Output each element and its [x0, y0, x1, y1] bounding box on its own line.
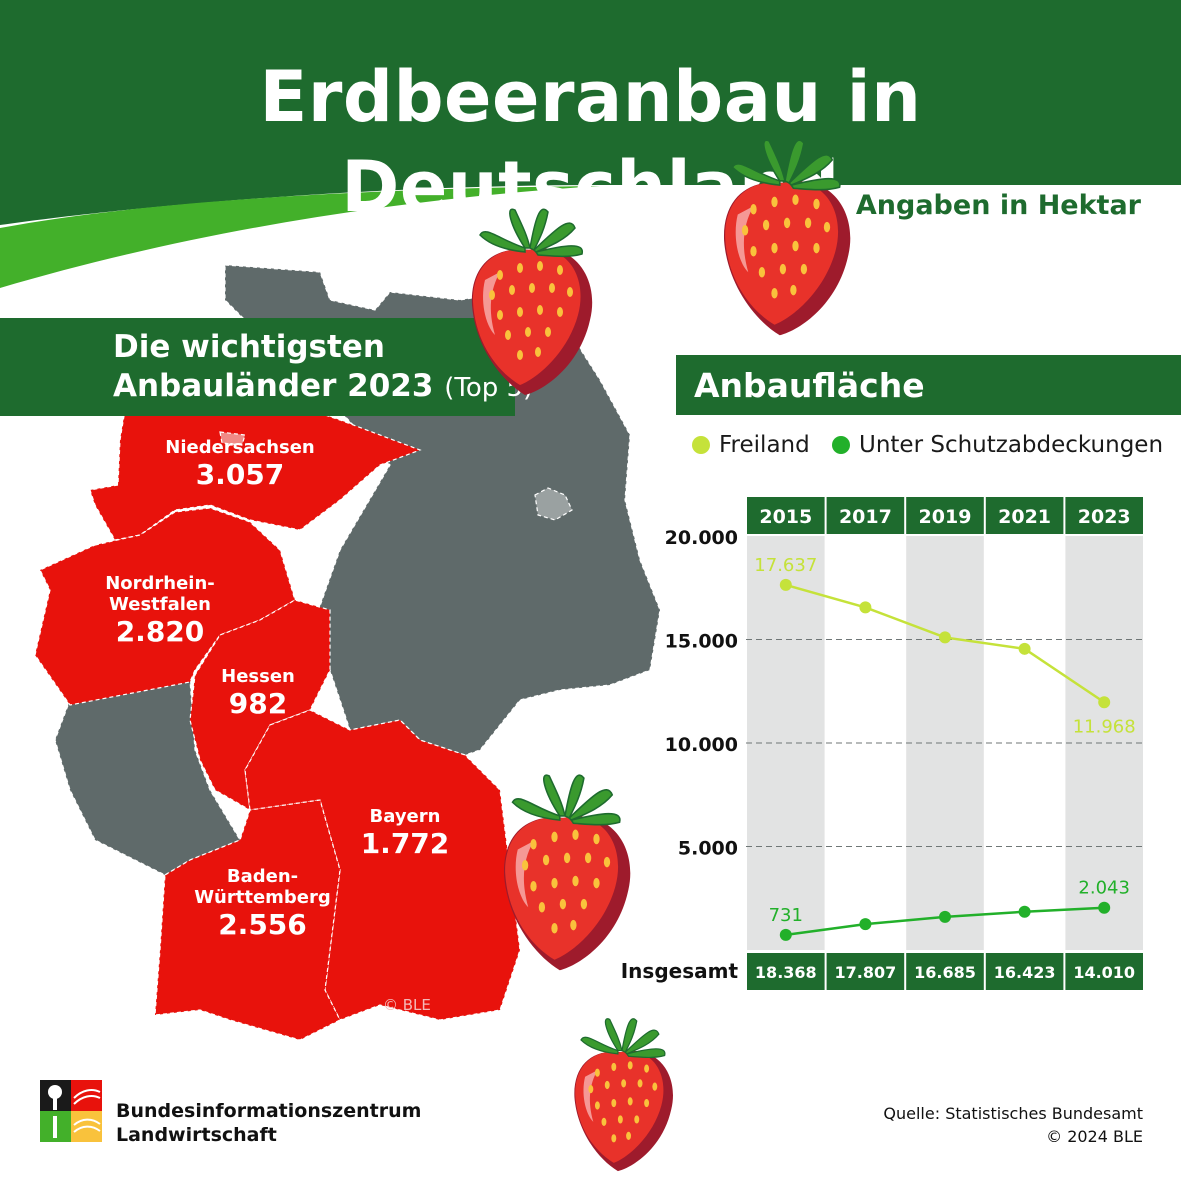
x-tick-label: 2017 — [839, 506, 892, 528]
map-hessen — [189, 599, 331, 812]
data-point — [1098, 901, 1111, 914]
x-tick-label: 2019 — [919, 506, 972, 528]
year-header-box — [1065, 497, 1143, 534]
series-line — [785, 583, 1105, 704]
map-bremen — [219, 431, 246, 446]
map-title-bar — [0, 318, 515, 416]
legend-item-freiland: Freiland — [692, 432, 810, 458]
source-note: Quelle: Statistisches Bundesamt © 2024 B… — [883, 1104, 1143, 1146]
year-header-box — [747, 497, 825, 534]
map-nrw — [34, 507, 296, 706]
series-line — [785, 906, 1105, 937]
data-point — [859, 601, 872, 614]
state-label-baden-wuerttemberg: Baden- Württemberg 2.556 — [194, 866, 331, 941]
year-header-box — [826, 497, 905, 534]
total-cell — [1065, 953, 1143, 990]
data-point — [1018, 905, 1031, 918]
data-point — [779, 928, 792, 941]
org-name: Bundesinformationszentrum Landwirtschaft — [116, 1100, 422, 1146]
unit-note: Angaben in Hektar — [855, 190, 1141, 221]
data-point — [1098, 696, 1111, 709]
state-label-niedersachsen: Niedersachsen 3.057 — [165, 437, 315, 491]
page-title: Erdbeeranbau in Deutschland — [259, 56, 922, 228]
y-tick-label: 5.000 — [678, 838, 738, 860]
data-point — [939, 631, 951, 644]
state-label-nrw: Nordrhein- Westfalen 2.820 — [105, 573, 215, 648]
total-cell — [747, 953, 825, 990]
total-value: 16.423 — [994, 963, 1056, 982]
total-cell — [985, 953, 1064, 990]
data-point — [939, 910, 951, 923]
chart-column-band — [906, 536, 984, 950]
map-berlin — [534, 487, 573, 521]
x-tick-label: 2021 — [998, 506, 1051, 528]
state-label-hessen: Hessen 982 — [221, 666, 295, 720]
total-cell — [906, 953, 984, 990]
data-label: 731 — [769, 905, 803, 926]
x-tick-label: 2023 — [1078, 506, 1131, 528]
total-cell — [826, 953, 905, 990]
total-value: 18.368 — [755, 963, 817, 982]
chart-title: Anbaufläche — [694, 366, 925, 405]
data-label: 11.968 — [1073, 716, 1136, 737]
map-niedersachsen — [89, 399, 422, 541]
chart-title-bar — [676, 355, 1181, 415]
data-label: 2.043 — [1078, 878, 1130, 899]
header-background — [0, 0, 1181, 288]
map-baden-wuerttemberg — [154, 799, 341, 1041]
data-label: 17.637 — [754, 555, 817, 576]
map-copyright: © BLE — [383, 996, 431, 1014]
data-point — [1018, 642, 1031, 655]
state-label-bayern: Bayern 1.772 — [360, 806, 450, 860]
data-point — [859, 918, 872, 931]
total-value: 17.807 — [835, 963, 897, 982]
chart-column-band — [1065, 536, 1143, 950]
legend-item-schutzabdeckungen: Unter Schutzabdeckungen — [832, 432, 1163, 458]
x-tick-label: 2015 — [759, 506, 812, 528]
legend-dot-freiland — [692, 436, 710, 454]
legend-dot-schutzabdeckungen — [832, 436, 850, 454]
map-section-title: Die wichtigsten Anbauländer 2023 (Top 5) — [113, 329, 534, 404]
year-header-box — [906, 497, 984, 534]
data-point — [779, 578, 792, 591]
bzl-logo — [40, 1080, 102, 1142]
total-value: 14.010 — [1073, 963, 1135, 982]
total-value: 16.685 — [914, 963, 976, 982]
year-header-box — [985, 497, 1064, 534]
chart-column-band — [747, 536, 825, 950]
